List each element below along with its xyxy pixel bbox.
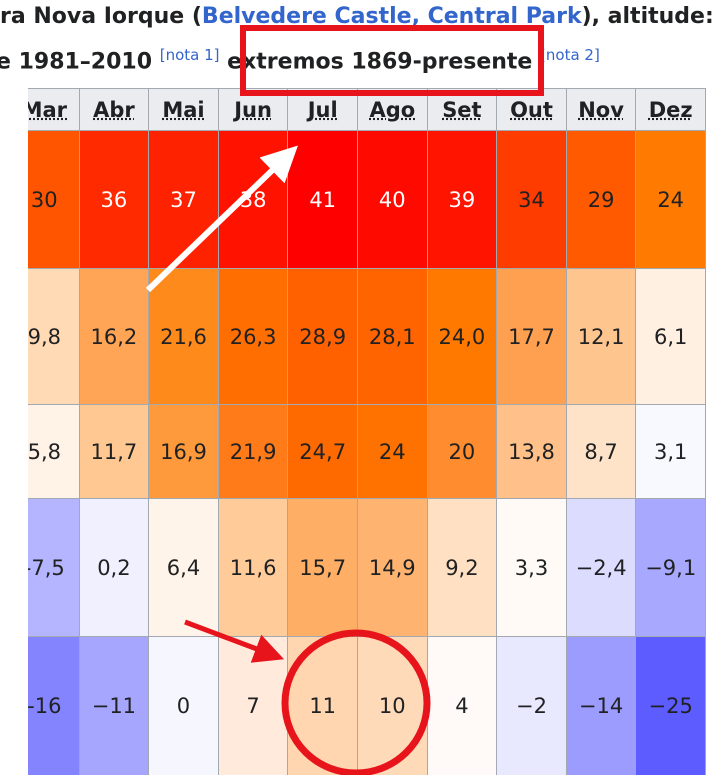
table-cell: −25 [635, 636, 706, 775]
table-cell: -7,5 [28, 498, 80, 637]
table-cell: −2,4 [565, 498, 637, 637]
table-cell: 16,2 [78, 268, 150, 405]
table-cell: −14 [565, 636, 637, 775]
caption-line-2: e 1981–2010 [nota 1] extremos 1869-prese… [0, 46, 600, 74]
text: ), altitude: 39 [581, 4, 720, 29]
table-cell: 28,1 [357, 268, 428, 405]
text: e 1981–2010 [0, 49, 153, 75]
column-header: Dez [635, 88, 706, 131]
table-cell: 36 [78, 130, 150, 269]
note-link[interactable]: [nota 1] [159, 46, 220, 64]
table-cell: 9,2 [426, 498, 498, 637]
table-cell: 9,8 [28, 268, 80, 405]
table-cell: 20 [426, 404, 498, 499]
arrow [184, 619, 285, 663]
text: ra Nova Iorque ( [0, 4, 202, 29]
link[interactable]: Belvedere Castle, Central Park [201, 4, 582, 29]
table-cell: −11 [78, 636, 150, 775]
table-cell: 13,8 [496, 404, 567, 499]
arrow [145, 145, 298, 293]
table-cell: 0,2 [78, 498, 150, 637]
caption-line-1: ra Nova Iorque (Belvedere Castle, Centra… [0, 4, 720, 29]
table-cell: 12,1 [565, 268, 637, 405]
table-cell: −9,1 [635, 498, 706, 637]
table-cell: 17,7 [496, 268, 567, 405]
table-cell: 26,3 [217, 268, 289, 405]
climate-table: Mar Abr Mai Jun Jul Ago Set Out Nov Dez 30 36 37 38 41… [28, 88, 720, 775]
table-cell: 24,0 [426, 268, 498, 405]
text: extremos 1869-presente [227, 49, 533, 75]
table-cell: 16,9 [148, 404, 219, 499]
table-cell: 3,3 [496, 498, 567, 637]
column-header: Nov [565, 88, 637, 131]
table-cell: 34 [496, 130, 567, 269]
table-cell: 6,1 [635, 268, 706, 405]
highlight-circle [281, 629, 431, 775]
table-cell: 3,1 [635, 404, 706, 499]
table-cell: 14,9 [357, 498, 428, 637]
table-cell: 21,9 [217, 404, 289, 499]
table-cell: 41 [287, 130, 358, 269]
table-cell: 24 [635, 130, 706, 269]
highlight-box [240, 25, 544, 96]
note-link[interactable]: [nota 2] [540, 46, 600, 64]
table-cell: 6,4 [148, 498, 219, 637]
column-header: Mai [148, 88, 219, 131]
